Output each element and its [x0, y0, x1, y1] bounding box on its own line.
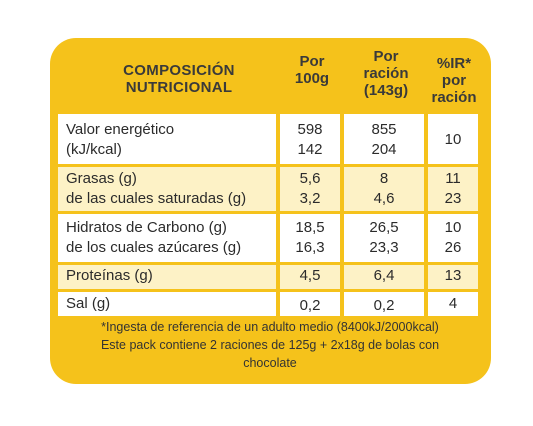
sal-label-cell: Sal (g): [58, 292, 276, 316]
valor-prac-kj: 855: [371, 121, 397, 138]
grasas-prac: 8: [379, 170, 389, 187]
hidratos-label-cell: Hidratos de Carbono (g) de los cuales az…: [58, 214, 276, 262]
header-ir-line3: ración: [431, 89, 477, 106]
valor-prac-kcal: 204: [371, 141, 397, 158]
header-porracion-line2: ración: [363, 65, 409, 82]
valor-label-cell: Valor energético (kJ/kcal): [58, 114, 276, 164]
sal-ir: 4: [448, 295, 458, 312]
saturadas-p100: 3,2: [299, 190, 321, 207]
valor-p100-cell: 598 142: [280, 114, 340, 164]
header-composicion-line2: NUTRICIONAL: [125, 79, 233, 96]
proteinas-prac-cell: 6,4: [344, 265, 424, 289]
grasas-ir-cell: 11 23: [428, 167, 478, 211]
footnote-line2: Este pack contiene 2 raciones de 125g + …: [100, 338, 440, 352]
header-porracion-line3: (143g): [363, 82, 409, 99]
grasas-label-cell: Grasas (g) de las cuales saturadas (g): [58, 167, 276, 211]
sal-ir-cell: 4: [428, 292, 478, 316]
grasas-p100: 5,6: [299, 170, 321, 187]
grasas-label-line2: de las cuales saturadas (g): [66, 190, 247, 207]
header-ir: %IR* por ración: [428, 55, 480, 106]
saturadas-prac: 4,6: [373, 190, 395, 207]
footnote-line1: *Ingesta de referencia de un adulto medi…: [101, 320, 439, 334]
azucares-ir: 26: [444, 239, 462, 256]
header-ir-line1: %IR*: [436, 55, 472, 72]
hidratos-ir: 10: [444, 219, 462, 236]
valor-p100-kj: 598: [297, 121, 323, 138]
header-por-100g: Por 100g: [283, 53, 341, 87]
header-porracion-line1: Por: [373, 48, 399, 65]
sal-p100-cell: 0,2: [280, 292, 340, 316]
valor-label-line1: Valor energético: [66, 121, 175, 138]
sal-prac: 0,2: [373, 297, 395, 314]
proteinas-label-cell: Proteínas (g): [58, 265, 276, 289]
header-ir-line2: por: [441, 72, 467, 89]
header-por100-line1: Por: [299, 53, 325, 70]
header-por-racion: Por ración (143g): [346, 48, 426, 99]
proteinas-label: Proteínas (g): [66, 267, 153, 284]
hidratos-label-line1: Hidratos de Carbono (g): [66, 219, 227, 236]
saturadas-ir: 23: [444, 190, 462, 207]
proteinas-prac: 6,4: [373, 267, 395, 284]
valor-p100-kcal: 142: [297, 141, 323, 158]
proteinas-ir: 13: [444, 267, 462, 284]
grasas-ir: 11: [445, 170, 461, 187]
proteinas-p100: 4,5: [299, 267, 321, 284]
sal-prac-cell: 0,2: [344, 292, 424, 316]
azucares-p100: 16,3: [295, 239, 325, 256]
grasas-label-line1: Grasas (g): [66, 170, 137, 187]
hidratos-p100: 18,5: [295, 219, 325, 236]
sal-p100: 0,2: [299, 297, 321, 314]
header-composicion-line1: COMPOSICIÓN: [123, 62, 235, 79]
hidratos-ir-cell: 10 26: [428, 214, 478, 262]
hidratos-label-line2: de los cuales azúcares (g): [66, 239, 242, 256]
valor-ir: 10: [444, 131, 462, 148]
footnote-line3: chocolate: [243, 356, 297, 370]
sal-label: Sal (g): [66, 295, 111, 312]
header-composicion: COMPOSICIÓN NUTRICIONAL: [104, 62, 254, 96]
hidratos-p100-cell: 18,5 16,3: [280, 214, 340, 262]
header-por100-line2: 100g: [294, 70, 330, 87]
proteinas-ir-cell: 13: [428, 265, 478, 289]
hidratos-prac: 26,5: [369, 219, 399, 236]
footnote: *Ingesta de referencia de un adulto medi…: [58, 318, 482, 372]
valor-prac-cell: 855 204: [344, 114, 424, 164]
valor-label-line2: (kJ/kcal): [66, 141, 122, 158]
azucares-prac: 23,3: [369, 239, 399, 256]
grasas-prac-cell: 8 4,6: [344, 167, 424, 211]
nutrition-panel: [50, 38, 491, 384]
hidratos-prac-cell: 26,5 23,3: [344, 214, 424, 262]
grasas-p100-cell: 5,6 3,2: [280, 167, 340, 211]
proteinas-p100-cell: 4,5: [280, 265, 340, 289]
valor-ir-cell: 10: [428, 114, 478, 164]
